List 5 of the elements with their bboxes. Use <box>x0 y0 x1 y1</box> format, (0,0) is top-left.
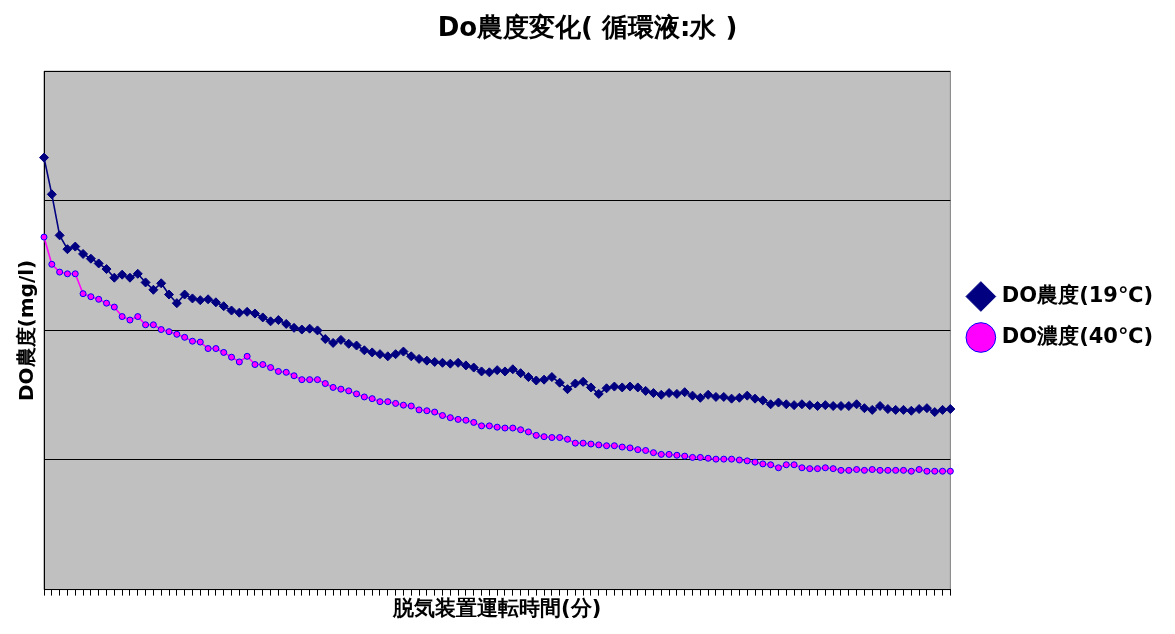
y-axis-title: DO農度(mg/l) <box>14 259 39 401</box>
x-axis-title: 脱気装置運転時間(分) <box>392 595 602 620</box>
chart-title: Do農度変化( 循環液:水 ) <box>437 12 738 43</box>
legend-label: DO農度(19℃) <box>1001 282 1154 307</box>
legend-label: DO濃度(40℃) <box>1001 323 1154 348</box>
